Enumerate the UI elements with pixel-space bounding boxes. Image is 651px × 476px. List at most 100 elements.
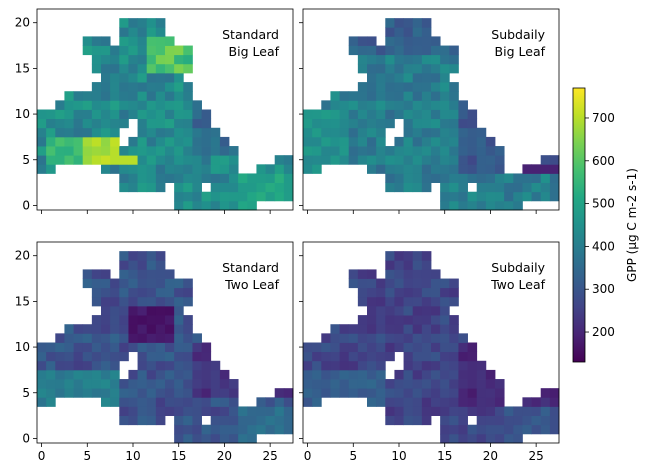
heatmap-cell (137, 82, 148, 92)
heatmap-cell (421, 296, 432, 307)
heatmap-cell (421, 406, 432, 416)
x-tick-label: 10 (125, 449, 140, 463)
heatmap-cell (183, 333, 193, 343)
heatmap-cell (128, 379, 138, 389)
heatmap-cell (385, 315, 395, 325)
heatmap-cell (440, 324, 450, 334)
y-tick-label: 20 (15, 249, 30, 263)
heatmap-cell (403, 278, 414, 289)
heatmap-cell (540, 191, 551, 202)
heatmap-cell (412, 100, 423, 110)
heatmap-cell (128, 155, 138, 165)
heatmap-cell (376, 155, 386, 165)
heatmap-cell (146, 27, 157, 37)
heatmap-cell (137, 155, 148, 165)
heatmap-cell (73, 360, 84, 371)
heatmap-cell (101, 155, 111, 165)
heatmap-cell (431, 91, 441, 101)
heatmap-cell (403, 109, 414, 120)
heatmap-cell (367, 127, 377, 138)
heatmap-cell (412, 305, 423, 316)
heatmap-cell (394, 182, 404, 193)
heatmap-cell (64, 146, 74, 156)
heatmap-cell (91, 351, 102, 362)
heatmap-cell (146, 72, 157, 83)
heatmap-cell (367, 369, 377, 380)
heatmap-cell (119, 182, 129, 193)
heatmap-cell (155, 45, 166, 56)
heatmap-cell (165, 278, 175, 289)
heatmap-cell (431, 305, 441, 316)
heatmap-cell (495, 415, 505, 426)
heatmap-cell (385, 18, 395, 28)
heatmap-cell (46, 118, 56, 129)
heatmap-cell (403, 305, 414, 316)
heatmap-cell (155, 36, 166, 46)
heatmap-cell (183, 109, 193, 120)
heatmap-cell (549, 424, 560, 435)
heatmap-cell (210, 155, 221, 165)
colorbar-gradient (572, 87, 586, 363)
heatmap-cell (91, 324, 102, 334)
heatmap-cell (174, 324, 184, 334)
heatmap-cell (394, 91, 404, 101)
heatmap-cell (531, 415, 542, 426)
heatmap-cell (412, 360, 423, 371)
heatmap-cell (82, 109, 93, 120)
heatmap-cell (110, 82, 120, 92)
heatmap-cell (421, 182, 432, 193)
heatmap-cell (137, 54, 148, 65)
heatmap-cell (174, 155, 184, 165)
heatmap-cell (440, 45, 450, 56)
heatmap-cell (440, 146, 450, 156)
heatmap-cell (376, 91, 386, 101)
heatmap-cell (219, 424, 230, 435)
heatmap-cell (440, 155, 450, 165)
heatmap-cell (146, 415, 157, 426)
heatmap-cell (367, 324, 377, 334)
heatmap-cell (137, 415, 148, 426)
x-tick-label: 15 (437, 449, 452, 463)
heatmap-cell (449, 182, 459, 193)
y-tick-label: 20 (15, 16, 30, 30)
heatmap-cell (394, 54, 404, 65)
heatmap-cell (128, 82, 138, 92)
heatmap-cell (274, 424, 285, 435)
heatmap-cell (137, 127, 148, 138)
heatmap-cell (476, 397, 487, 407)
heatmap-cell (549, 173, 560, 183)
heatmap-cell (431, 324, 441, 334)
heatmap-cell (174, 82, 184, 92)
heatmap-cell (385, 118, 395, 129)
heatmap-cell (339, 155, 350, 165)
heatmap-cell (330, 155, 340, 165)
heatmap-cell (174, 146, 184, 156)
heatmap-cell (412, 287, 423, 298)
heatmap-cell (174, 305, 184, 316)
heatmap-cell (339, 118, 350, 129)
heatmap-cell (421, 82, 432, 92)
heatmap-cell (229, 433, 239, 444)
heatmap-cell (155, 260, 166, 270)
heatmap-cell (367, 287, 377, 298)
heatmap-cell (303, 342, 313, 353)
heatmap-cell (330, 127, 340, 138)
panel-standard-two-leaf: Standard Two Leaf 0 5 10 15 20 25 0 5 10 15 20 (15, 241, 294, 463)
heatmap-cell (201, 155, 212, 165)
heatmap-cell (385, 278, 395, 289)
heatmap-cell (165, 164, 175, 174)
heatmap-cell (219, 173, 230, 183)
heatmap-cell (476, 127, 487, 138)
heatmap-cell (367, 164, 377, 174)
heatmap-cell (283, 424, 294, 435)
heatmap-cell (476, 164, 487, 174)
heatmap-cell (440, 296, 450, 307)
heatmap-cell (55, 127, 65, 138)
heatmap-cell (110, 100, 120, 110)
heatmap-cell (210, 182, 221, 193)
heatmap-cell (385, 351, 395, 362)
heatmap-cell (265, 406, 276, 416)
heatmap-cell (440, 415, 450, 426)
heatmap-cell (449, 45, 459, 56)
heatmap-cell (146, 324, 157, 334)
